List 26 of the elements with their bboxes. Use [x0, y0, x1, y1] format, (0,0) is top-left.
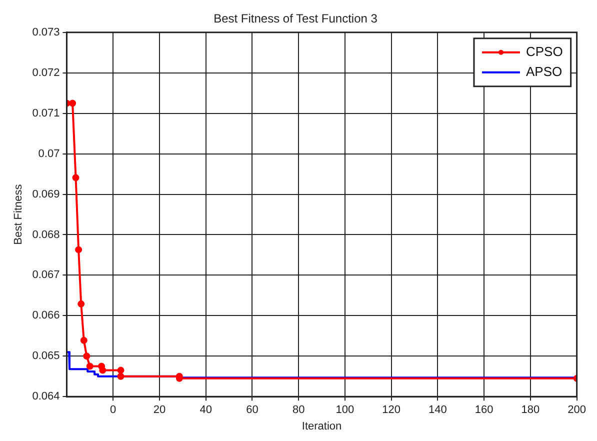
legend-label: APSO — [526, 64, 562, 79]
chart-title: Best Fitness of Test Function 3 — [214, 12, 378, 26]
y-tick-label: 0.072 — [32, 66, 60, 79]
x-tick-label: 40 — [200, 404, 212, 416]
x-tick-label: 100 — [336, 404, 354, 416]
y-tick-label: 0.069 — [32, 188, 60, 200]
x-tick-label: 180 — [521, 404, 540, 416]
x-tick-label: 200 — [568, 404, 586, 416]
y-tick-label: 0.066 — [32, 310, 60, 322]
x-tick-label: 60 — [246, 404, 258, 416]
y-tick-label: 0.068 — [32, 228, 60, 241]
x-tick-label: 120 — [382, 404, 401, 416]
y-tick-label: 0.067 — [32, 269, 60, 282]
y-tick-label: 0.065 — [32, 350, 60, 362]
x-axis-title: Iteration — [302, 420, 342, 432]
legend-label: CPSO — [526, 44, 563, 59]
x-tick-label: 160 — [474, 404, 494, 416]
y-tick-label: 0.073 — [32, 26, 60, 38]
y-tick-label: 0.064 — [32, 390, 60, 403]
y-tick-label: 0.07 — [38, 148, 60, 160]
y-axis-title: Best Fitness — [12, 184, 25, 245]
x-tick-label: 140 — [428, 404, 447, 416]
x-tick-label: 20 — [153, 404, 166, 416]
x-tick-label: 0 — [110, 404, 116, 416]
x-tick-label: 80 — [292, 404, 305, 416]
y-tick-label: 0.071 — [32, 107, 60, 120]
